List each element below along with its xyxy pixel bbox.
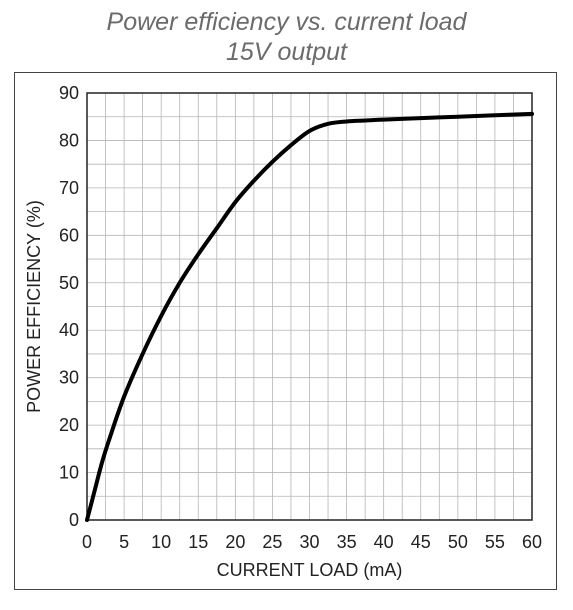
y-tick-labels: 0 10 20 30 40 50 60 70 80 90 <box>59 83 79 530</box>
x-tick-label: 60 <box>522 532 542 552</box>
x-tick-label: 15 <box>188 532 208 552</box>
chart-frame <box>14 72 557 590</box>
x-tick-label: 35 <box>337 532 357 552</box>
y-tick-label: 30 <box>59 368 79 388</box>
y-tick-label: 90 <box>59 83 79 103</box>
x-tick-label: 55 <box>485 532 505 552</box>
x-tick-label: 45 <box>411 532 431 552</box>
x-tick-label: 0 <box>82 532 92 552</box>
y-tick-label: 60 <box>59 225 79 245</box>
x-tick-label: 5 <box>119 532 129 552</box>
y-tick-label: 20 <box>59 415 79 435</box>
plot-border <box>86 92 533 521</box>
x-tick-label: 50 <box>448 532 468 552</box>
x-axis-label: CURRENT LOAD (mA) <box>217 560 403 580</box>
y-tick-label: 0 <box>69 510 79 530</box>
x-tick-label: 40 <box>374 532 394 552</box>
chart-subtitle: 15V output <box>226 38 347 66</box>
y-tick-label: 70 <box>59 178 79 198</box>
y-tick-label: 50 <box>59 273 79 293</box>
y-axis-label: POWER EFFICIENCY (%) <box>24 200 44 413</box>
x-tick-labels: 0 5 10 15 20 25 30 35 40 45 50 55 60 <box>82 532 542 552</box>
x-tick-label: 20 <box>225 532 245 552</box>
y-tick-label: 40 <box>59 320 79 340</box>
y-tick-label: 10 <box>59 463 79 483</box>
series-line-efficiency <box>85 111 534 522</box>
series-layer <box>85 111 534 522</box>
x-tick-label: 30 <box>299 532 319 552</box>
chart-title: Power efficiency vs. current load <box>106 8 467 36</box>
x-tick-label: 25 <box>262 532 282 552</box>
x-tick-label: 10 <box>151 532 171 552</box>
y-tick-label: 80 <box>59 130 79 150</box>
